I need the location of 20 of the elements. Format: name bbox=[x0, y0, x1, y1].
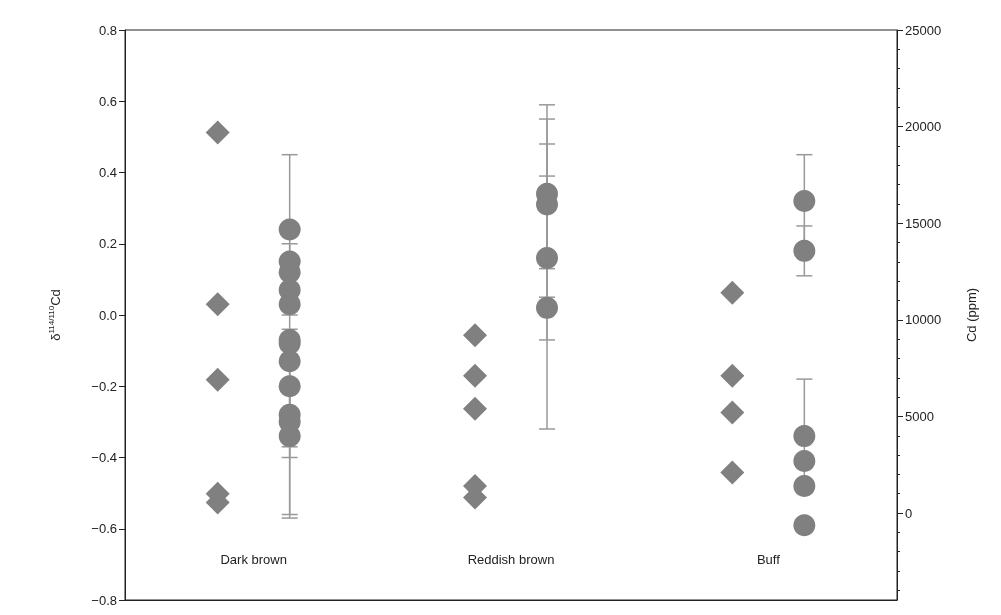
y-tick-label: 0.0 bbox=[98, 307, 117, 323]
y-tick-label: −0.2 bbox=[91, 378, 117, 394]
y-tick-label: 0.2 bbox=[98, 236, 117, 252]
y2-tick-label: 10000 bbox=[905, 312, 942, 328]
y-tick-label: −0.8 bbox=[91, 592, 117, 608]
y-tick-label: 0.4 bbox=[98, 165, 117, 180]
y2-tick-label: 25000 bbox=[905, 22, 942, 38]
y-axis-title: δ114/110Cd bbox=[46, 289, 63, 341]
y-tick-label: −0.6 bbox=[91, 521, 117, 537]
x-tick-label: Dark brown bbox=[220, 552, 287, 567]
y-tick-label: 0.8 bbox=[98, 22, 117, 38]
y2-tick-label: 15000 bbox=[905, 215, 942, 231]
y-tick-label: 0.6 bbox=[98, 93, 117, 109]
x-tick-label: Buff bbox=[756, 552, 781, 567]
y2-tick-label: 20000 bbox=[905, 119, 942, 135]
y2-axis-title: Cd (ppm) bbox=[964, 287, 979, 343]
y-tick-label: −0.4 bbox=[91, 450, 117, 465]
x-tick-label: Reddish brown bbox=[467, 552, 555, 567]
y2-tick-label: 0 bbox=[905, 505, 913, 521]
y2-tick-label: 5000 bbox=[905, 408, 934, 424]
